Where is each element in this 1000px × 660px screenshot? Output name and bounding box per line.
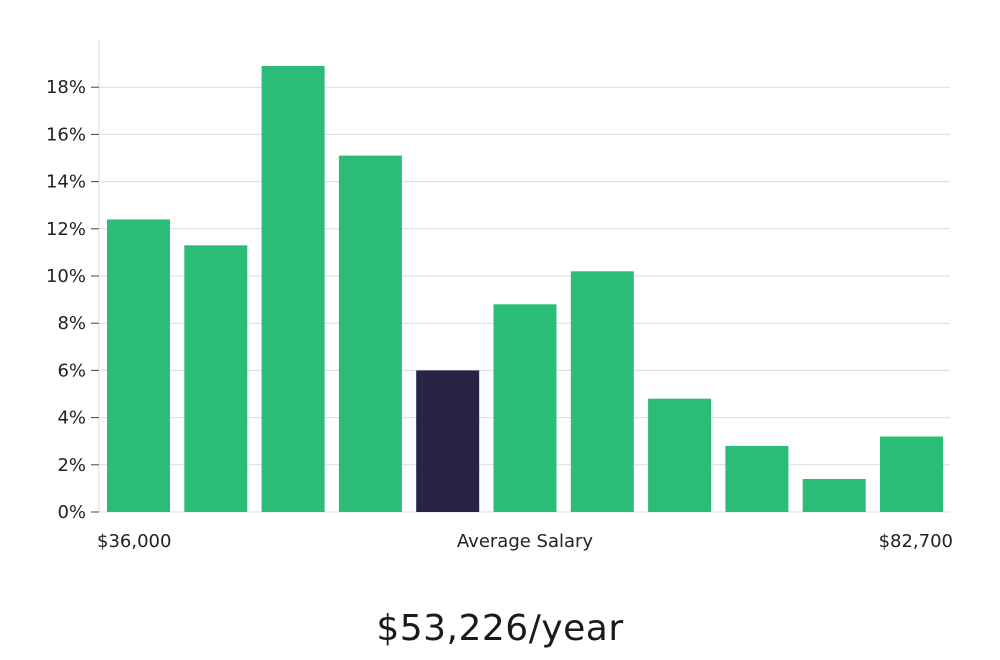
- salary-histogram: 0% 2% 4% 6% 8% 10% 12% 14% 16% 18% $36,000 Averag…: [46, 40, 953, 552]
- bar: [570, 271, 634, 512]
- bar: [880, 436, 943, 512]
- y-tick-label: 6%: [57, 360, 86, 381]
- y-tick-label: 2%: [57, 455, 86, 476]
- bar: [648, 398, 712, 512]
- y-tick-label: 0%: [57, 502, 86, 523]
- bar: [184, 245, 248, 513]
- average-salary-value: $53,226/year: [376, 608, 624, 649]
- y-tick-label: 8%: [57, 313, 86, 334]
- bar: [338, 155, 402, 512]
- bar: [802, 479, 866, 512]
- y-tick-label: 4%: [57, 408, 86, 429]
- x-axis-title: Average Salary: [457, 531, 594, 552]
- bar: [493, 304, 557, 512]
- y-tick-label: 14%: [46, 172, 86, 193]
- x-max-label: $82,700: [879, 531, 953, 552]
- y-tick-label: 10%: [46, 266, 86, 287]
- bar: [107, 219, 170, 512]
- bar: [725, 445, 789, 512]
- x-min-label: $36,000: [97, 531, 171, 552]
- bars: [107, 66, 943, 513]
- y-tick-label: 18%: [46, 77, 86, 98]
- y-tick-label: 12%: [46, 219, 86, 240]
- y-axis: 0% 2% 4% 6% 8% 10% 12% 14% 16% 18%: [46, 77, 99, 523]
- y-tick-label: 16%: [46, 124, 86, 145]
- bar: [261, 66, 325, 512]
- bar-highlighted: [416, 370, 480, 512]
